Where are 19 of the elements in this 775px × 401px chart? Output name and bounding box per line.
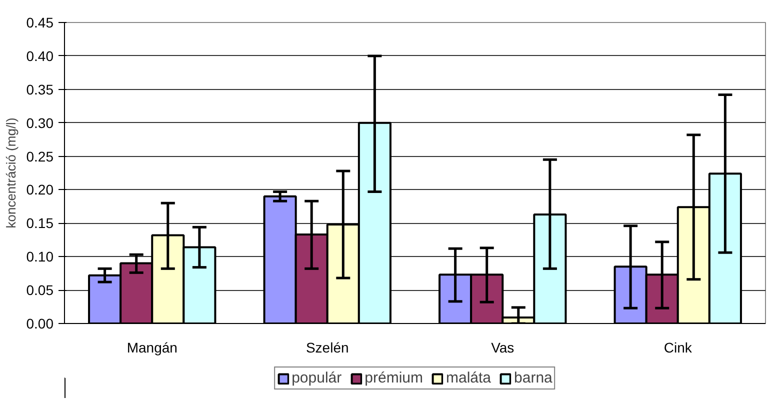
y-tick-label: 0.45 <box>26 14 54 30</box>
y-tick-label: 0.35 <box>26 81 54 98</box>
y-tick-label: 0.05 <box>26 282 54 298</box>
y-tick-label: 0.20 <box>26 182 54 198</box>
legend-label: maláta <box>446 370 492 386</box>
x-tick-label: Mangán <box>126 340 178 356</box>
legend-label: prémium <box>364 370 423 386</box>
y-axis-title: koncentráció (mg/l) <box>3 118 18 228</box>
x-tick-label: Cink <box>664 340 693 356</box>
x-tick-label: Szelén <box>306 340 349 356</box>
y-tick-label: 0.10 <box>26 248 54 265</box>
y-tick-label: 0.15 <box>26 215 54 232</box>
y-tick-label: 0.00 <box>26 316 54 332</box>
legend-label: populár <box>292 370 342 386</box>
y-tick-label: 0.40 <box>26 48 54 64</box>
x-tick-label: Vas <box>491 340 514 356</box>
y-tick-label: 0.30 <box>26 114 54 131</box>
y-tick-label: 0.25 <box>26 148 54 164</box>
legend-label: barna <box>514 370 552 386</box>
